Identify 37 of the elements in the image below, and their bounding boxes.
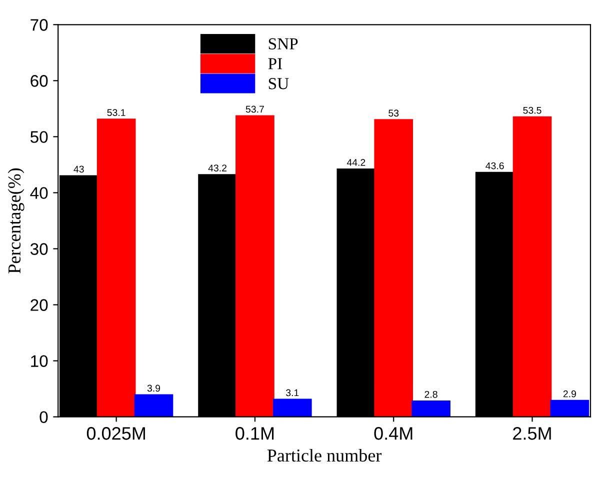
bar: [236, 115, 274, 417]
x-tick-label: 0.4M: [374, 427, 412, 440]
y-tick-label: 30: [30, 243, 48, 255]
bar: [550, 400, 590, 417]
y-tick-label: 0: [40, 411, 48, 424]
data-label: 3.1: [286, 389, 299, 396]
data-label: 43.6: [486, 162, 504, 170]
data-label: 2.8: [424, 390, 438, 398]
data-label: 43: [74, 166, 84, 173]
bar: [96, 118, 136, 417]
data-label: 43.2: [208, 164, 226, 172]
x-tick-label: 0.025M: [86, 427, 145, 440]
data-label: 53.5: [523, 106, 542, 114]
bar: [412, 400, 450, 417]
y-tick-label: 70: [30, 19, 48, 31]
data-label: 53.1: [107, 109, 126, 116]
bar: [134, 394, 174, 417]
x-axis-title: Particle number: [267, 448, 382, 462]
legend-label: PI: [268, 58, 282, 70]
y-tick-label: 10: [31, 355, 48, 368]
data-label: 53.7: [246, 106, 264, 113]
x-tick-label: 2.5M: [513, 427, 551, 440]
y-tick-label: 50: [30, 131, 48, 143]
bar: [374, 119, 414, 417]
bar: [272, 398, 312, 417]
data-label: 2.9: [563, 390, 576, 398]
legend-label: SNP: [268, 38, 298, 50]
data-label: 53: [388, 110, 399, 117]
x-tick-label: 0.1M: [236, 427, 274, 440]
legend-label: SU: [268, 78, 289, 90]
y-tick-label: 40: [30, 187, 48, 199]
y-tick-label: 60: [30, 75, 48, 87]
y-axis-title: Percentage(%): [8, 168, 24, 274]
data-label: 3.9: [147, 384, 160, 392]
bar: [512, 116, 552, 417]
data-label: 44.2: [346, 158, 366, 166]
y-tick-label: 20: [30, 299, 48, 311]
